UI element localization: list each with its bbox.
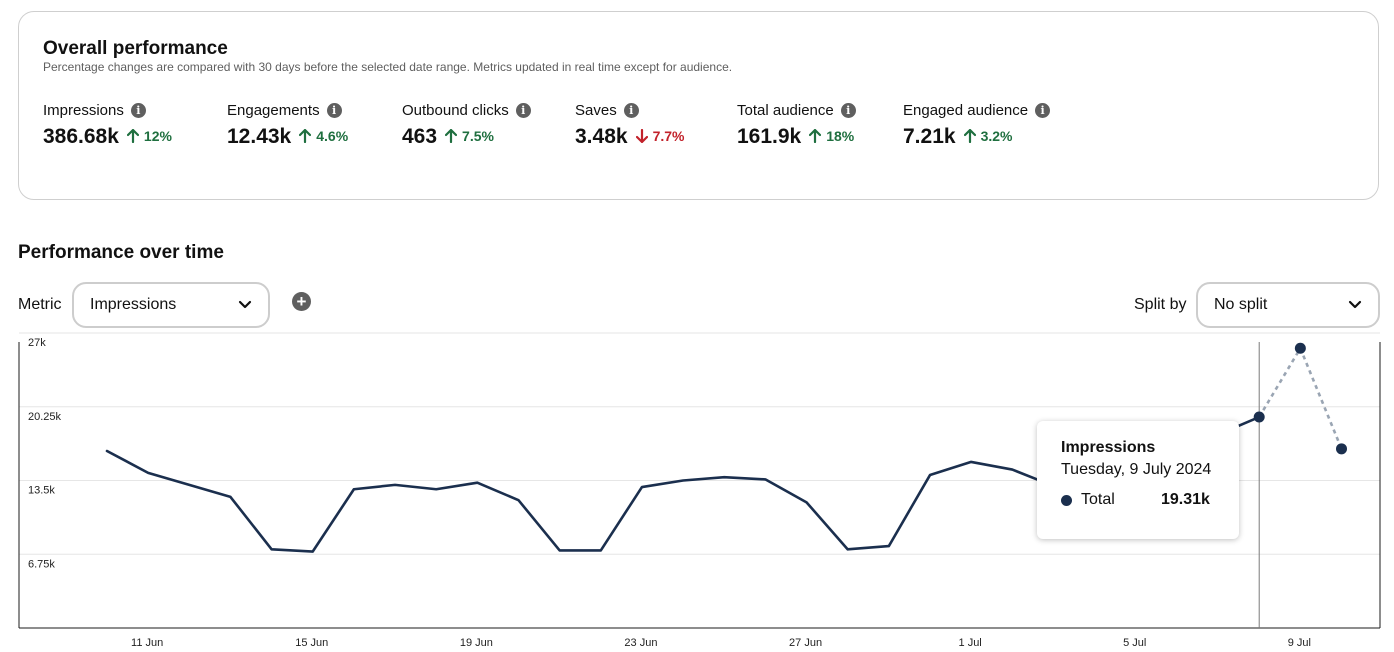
metric-value: 463 [402,125,438,148]
metric-label: Impressions [43,102,124,119]
metric-label: Engagements [227,102,320,119]
tooltip-title: Impressions [1061,439,1156,456]
y-tick-label: 27k [28,337,46,349]
metric-total-audience: Total audience i 161.9k 18% [737,102,856,149]
metric-change: 7.5% [445,128,494,144]
metric-change: 7.7% [635,128,685,144]
metric-impressions: Impressions i 386.68k 12% [43,102,172,149]
y-tick-label: 6.75k [28,558,55,570]
tooltip-series-row: Total 19.31k [1061,491,1239,509]
metric-value: 12.43k [227,125,292,148]
x-tick-label: 11 Jun [131,637,163,649]
arrow-down-icon [635,129,648,143]
split-select-value: No split [1214,296,1268,313]
metric-change-value: 7.5% [462,128,494,144]
metric-value: 7.21k [903,125,956,148]
metric-saves: Saves i 3.48k 7.7% [575,102,684,149]
data-point [1336,443,1347,455]
chart-tooltip: Impressions Tuesday, 9 July 2024 Total 1… [1037,421,1239,539]
data-point [1294,342,1306,354]
metric-change: 4.6% [299,128,348,144]
series-dot [1061,494,1072,506]
info-icon[interactable]: i [326,103,342,118]
tooltip-series-value: 19.31k [1161,491,1210,508]
info-icon[interactable]: i [623,103,639,118]
x-tick-label: 1 Jul [959,637,982,649]
metric-value: 386.68k [43,125,119,148]
metric-engagements: Engagements i 12.43k 4.6% [227,102,348,149]
x-tick-label: 15 Jun [295,637,328,649]
info-icon[interactable]: i [1035,103,1051,118]
chart-points [1253,342,1347,455]
chevron-down-icon [238,300,252,309]
data-point [1253,411,1265,423]
metric-label: Engaged audience [903,102,1029,119]
metric-outbound-clicks: Outbound clicks i 463 7.5% [402,102,531,149]
overall-performance-subtitle: Percentage changes are compared with 30 … [43,60,733,74]
metric-label: Outbound clicks [402,102,509,119]
info-icon[interactable]: i [840,103,856,118]
metric-select-label: Metric [18,296,62,313]
info-icon[interactable]: i [515,103,531,118]
metric-change-value: 18% [826,128,855,144]
series-line-estimated [1258,346,1343,450]
split-select[interactable]: No split [1196,282,1380,328]
info-icon[interactable]: i [130,103,146,118]
metric-change-value: 12% [143,128,172,144]
metric-change-value: 3.2% [980,128,1013,144]
chevron-down-icon [1348,300,1362,309]
metric-engaged-audience: Engaged audience i 7.21k 3.2% [903,102,1051,149]
metric-label: Total audience [737,102,834,119]
tooltip-date: Tuesday, 9 July 2024 [1061,461,1212,478]
arrow-up-icon [299,129,312,143]
x-tick-label: 5 Jul [1123,637,1146,649]
arrow-up-icon [963,129,976,143]
metric-value: 161.9k [737,125,802,148]
x-tick-label: 23 Jun [624,637,657,649]
metric-label: Saves [575,102,617,119]
x-axis-labels: 11 Jun 15 Jun 19 Jun 23 Jun 27 Jun 1 Jul 5 Jul… [131,637,1311,649]
chart-axes [18,342,1381,629]
arrow-up-icon [445,129,458,143]
metric-change: 18% [809,128,854,144]
metric-select-value: Impressions [90,296,177,313]
overall-performance-title: Overall performance [43,38,228,59]
x-tick-label: 19 Jun [460,637,493,649]
metric-change-value: 7.7% [652,128,685,144]
add-metric-button[interactable]: + [292,292,311,311]
metric-change-value: 4.6% [316,128,349,144]
metric-select[interactable]: Impressions [72,282,270,328]
arrow-up-icon [809,129,822,143]
performance-over-time-title: Performance over time [18,242,224,263]
overall-performance-card: Overall performance Percentage changes a… [18,11,1379,200]
y-axis-labels: 6.75k 13.5k 20.25k 27k [28,337,62,570]
y-tick-label: 20.25k [28,411,62,423]
tooltip-series-name: Total [1081,491,1115,508]
metric-change: 12% [126,128,172,144]
y-tick-label: 13.5k [28,485,55,497]
metric-value: 3.48k [575,125,628,148]
arrow-up-icon [126,129,139,143]
x-tick-label: 9 Jul [1288,637,1311,649]
metric-change: 3.2% [963,128,1013,144]
split-select-label: Split by [1134,296,1187,313]
x-tick-label: 27 Jun [789,637,822,649]
